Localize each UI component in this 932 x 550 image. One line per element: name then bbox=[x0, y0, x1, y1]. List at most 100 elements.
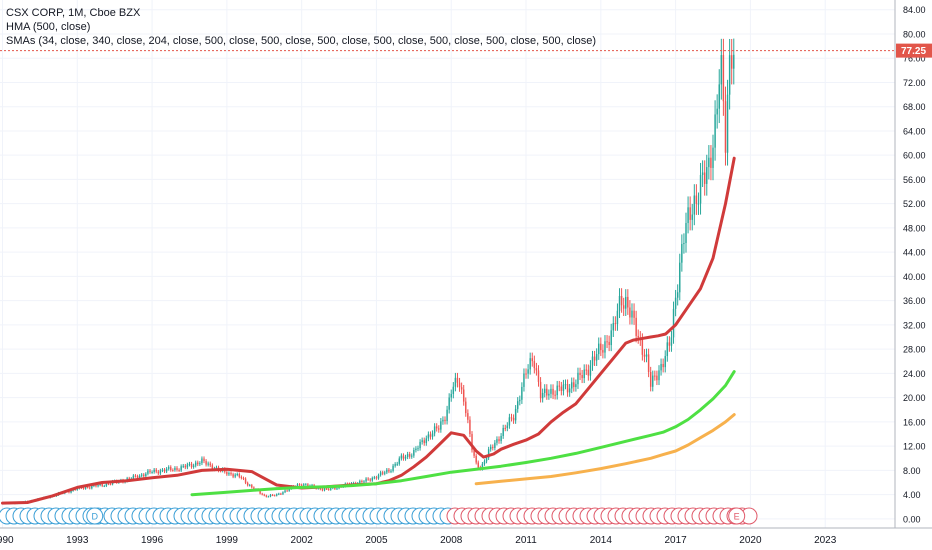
x-tick-label: 2017 bbox=[664, 535, 687, 546]
candle-body bbox=[674, 297, 677, 309]
candle-body bbox=[172, 470, 174, 472]
y-tick-label: 60.00 bbox=[903, 151, 926, 161]
candle-body bbox=[136, 476, 139, 478]
candle-body bbox=[89, 487, 91, 489]
candle-body bbox=[375, 477, 378, 479]
event-marker-d[interactable] bbox=[86, 507, 104, 525]
candle-body bbox=[728, 55, 731, 95]
candle-body bbox=[70, 490, 72, 493]
candle-body bbox=[693, 195, 696, 215]
candle-body bbox=[228, 472, 230, 475]
candle-body bbox=[161, 469, 164, 471]
candle-body bbox=[602, 350, 604, 353]
candle-body bbox=[336, 488, 338, 490]
candle-body bbox=[103, 485, 106, 487]
symbol-title[interactable]: CSX CORP, 1M, Cboe BZX bbox=[6, 7, 141, 19]
event-marker-e-label: E bbox=[734, 512, 740, 522]
candle-body bbox=[654, 375, 656, 377]
candle-body bbox=[396, 463, 398, 465]
candle-body bbox=[577, 372, 579, 385]
x-tick-label: 2008 bbox=[440, 535, 463, 546]
candle-body bbox=[145, 473, 147, 477]
candle-body bbox=[537, 370, 540, 382]
candle-body bbox=[554, 394, 556, 396]
candle-body bbox=[365, 478, 367, 482]
candle-body bbox=[170, 467, 172, 471]
candle-body bbox=[454, 377, 457, 387]
candle-body bbox=[616, 310, 619, 324]
candle-body bbox=[701, 172, 704, 175]
candle-body bbox=[562, 384, 565, 391]
series-line-sma-2 bbox=[474, 413, 736, 486]
candle-body bbox=[564, 384, 567, 386]
candle-body bbox=[444, 419, 446, 422]
x-tick-label: 1999 bbox=[216, 535, 239, 546]
candle-body bbox=[433, 426, 436, 434]
candle-body bbox=[643, 354, 646, 357]
candle-body bbox=[558, 385, 560, 387]
candle-body bbox=[384, 472, 386, 474]
candle-body bbox=[278, 493, 280, 495]
candle-body bbox=[427, 434, 430, 439]
candle-body bbox=[440, 421, 442, 430]
candle-body bbox=[712, 147, 714, 168]
x-tick-label: 2020 bbox=[739, 535, 762, 546]
y-tick-label: 48.00 bbox=[903, 223, 926, 233]
y-tick-label: 16.00 bbox=[903, 417, 926, 427]
candle-body bbox=[165, 468, 168, 472]
candle-body bbox=[504, 427, 506, 429]
candle-body bbox=[91, 485, 93, 489]
x-tick-label: 2002 bbox=[291, 535, 314, 546]
candle-body bbox=[708, 157, 710, 168]
candle-body bbox=[251, 485, 253, 488]
candle-body bbox=[666, 342, 669, 357]
hma-legend-label[interactable]: HMA (500, close) bbox=[6, 21, 91, 33]
y-tick-label: 4.00 bbox=[903, 490, 921, 500]
candle-body bbox=[321, 489, 324, 491]
y-tick-label: 0.00 bbox=[903, 514, 921, 524]
candle-body bbox=[645, 354, 648, 357]
candle-body bbox=[400, 455, 403, 459]
candle-body bbox=[733, 54, 735, 69]
candle-body bbox=[244, 478, 247, 483]
candle-body bbox=[413, 450, 415, 456]
candle-body bbox=[390, 470, 392, 472]
candle-body bbox=[571, 382, 573, 389]
candle-body bbox=[205, 461, 207, 465]
event-marker-e[interactable] bbox=[728, 507, 746, 525]
candle-body bbox=[442, 419, 444, 422]
candle-body bbox=[327, 488, 330, 490]
candle-body bbox=[452, 386, 455, 394]
candle-body bbox=[398, 458, 401, 464]
candle-body bbox=[311, 485, 313, 487]
candle-body bbox=[473, 450, 475, 456]
candle-body bbox=[489, 446, 492, 450]
candle-body bbox=[631, 310, 633, 318]
candle-body bbox=[84, 486, 87, 489]
candle-body bbox=[363, 481, 365, 483]
candle-body bbox=[188, 463, 191, 465]
x-tick-label: 2005 bbox=[365, 535, 388, 546]
candle-body bbox=[620, 295, 623, 306]
candle-body bbox=[242, 478, 245, 480]
candle-body bbox=[359, 480, 361, 484]
candle-body bbox=[446, 409, 448, 422]
candle-body bbox=[167, 467, 170, 469]
candle-body bbox=[641, 339, 644, 355]
candle-body bbox=[138, 475, 141, 478]
smas-legend-label[interactable]: SMAs (34, close, 340, close, 204, close,… bbox=[6, 35, 597, 47]
x-tick-label: 2023 bbox=[814, 535, 837, 546]
candle-body bbox=[190, 463, 193, 467]
candle-body bbox=[296, 484, 299, 487]
candle-body bbox=[421, 440, 423, 442]
candle-body bbox=[381, 472, 384, 474]
candle-body bbox=[153, 469, 155, 472]
candle-body bbox=[411, 455, 413, 457]
candle-body bbox=[186, 464, 189, 468]
candle-body bbox=[531, 358, 533, 362]
candle-body bbox=[699, 174, 702, 204]
candle-body bbox=[498, 439, 500, 442]
candle-body bbox=[460, 387, 463, 390]
